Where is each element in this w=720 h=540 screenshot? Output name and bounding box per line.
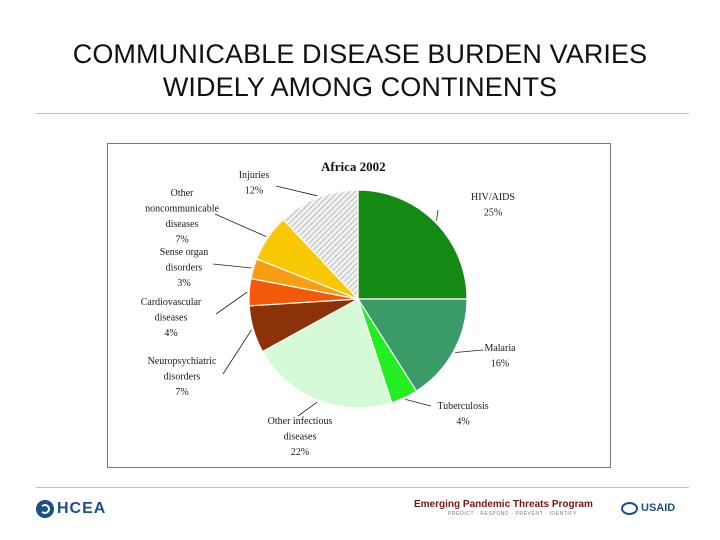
pie-chart: Africa 2002 HIV/AIDS 25% Malaria 16% Tubercu…: [141, 159, 516, 458]
slide-title-line-2: WIDELY AMONG CONTINENTS: [162, 72, 558, 102]
pie-slice-hiv-aids: [357, 189, 468, 300]
leader-line: [275, 185, 318, 197]
hcea-logo: HCEA: [36, 498, 106, 520]
pie-slice-other-infectious-diseases: [261, 298, 393, 409]
pie-slice-injuries: [282, 189, 359, 301]
leader-line: [405, 399, 432, 407]
slice-label: Other noncommunicable diseases 7%: [145, 188, 219, 246]
leader-line: [455, 349, 484, 353]
slice-label: HIV/AIDS 25%: [471, 192, 515, 219]
leader-line: [436, 209, 439, 221]
leader-line: [215, 291, 248, 315]
footer-divider: [36, 487, 689, 488]
slide-title-line-1: COMMUNICABLE DISEASE BURDEN VARIES: [72, 39, 648, 69]
pie-chart-panel: Africa 2002 HIV/AIDS 25% Malaria 16% Tubercu…: [107, 143, 611, 468]
leader-line: [212, 263, 252, 269]
leader-line: [297, 401, 318, 417]
title-divider: [36, 113, 689, 114]
usaid-logo-text: USAID: [641, 502, 676, 514]
slice-label: Neuropsychiatric disorders 7%: [148, 356, 217, 398]
slice-label: Sense organ disorders 3%: [160, 247, 208, 289]
usaid-seal-icon: [621, 501, 638, 515]
globe-icon: [36, 500, 54, 518]
hcea-logo-text: HCEA: [57, 500, 107, 517]
program-name: Emerging Pandemic Threats Program: [414, 499, 593, 510]
program-logo: Emerging Pandemic Threats Program PREDIC…: [414, 499, 614, 517]
pie-slice-malaria: [356, 298, 468, 392]
slice-label: Injuries 12%: [239, 170, 270, 197]
usaid-logo: USAID: [621, 499, 675, 517]
slide-title: COMMUNICABLE DISEASE BURDEN VARIES WIDEL…: [0, 38, 720, 104]
leader-line: [214, 213, 267, 237]
slice-label: Tuberculosis 4%: [437, 401, 488, 428]
slice-label: Other infectious diseases 22%: [268, 416, 333, 458]
chart-title: Africa 2002: [321, 159, 386, 174]
leader-line: [222, 329, 252, 375]
program-tagline: PREDICT · RESPOND · PREVENT · IDENTIFY: [448, 511, 578, 517]
slice-label: Malaria 16%: [484, 343, 516, 370]
slice-label: Cardiovascular diseases 4%: [141, 297, 202, 339]
